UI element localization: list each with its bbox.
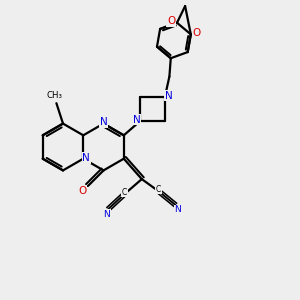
Text: CH₃: CH₃: [47, 91, 63, 100]
Text: O: O: [193, 28, 201, 38]
Text: C: C: [122, 188, 127, 197]
Text: O: O: [78, 186, 87, 196]
Text: N: N: [82, 153, 90, 163]
Text: N: N: [100, 117, 108, 127]
Text: O: O: [167, 16, 175, 26]
Text: N: N: [174, 205, 181, 214]
Text: N: N: [165, 91, 172, 101]
Text: N: N: [103, 210, 110, 219]
Text: N: N: [133, 115, 141, 125]
Text: C: C: [156, 185, 161, 194]
